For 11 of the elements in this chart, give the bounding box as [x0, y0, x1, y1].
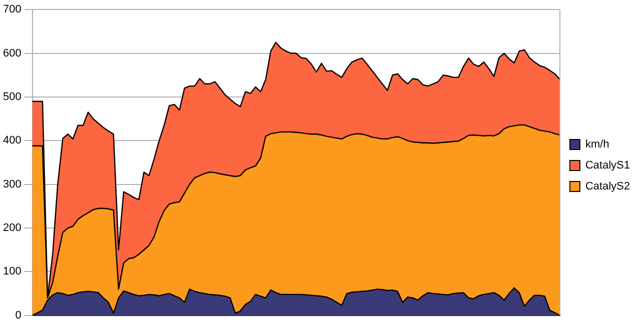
y-tick-label: 600 [2, 47, 22, 60]
legend-label: CatalyS1 [585, 160, 630, 172]
y-tick-label: 400 [2, 134, 22, 147]
y-tick-label: 300 [2, 178, 22, 190]
y-tick-label: 100 [2, 266, 22, 278]
y-tick-label: 500 [2, 91, 22, 104]
y-tick-label: 0 [15, 309, 22, 322]
y-tick-label: 700 [2, 4, 22, 16]
legend-label: CatalyS2 [585, 180, 630, 193]
y-tick-label: 200 [2, 222, 22, 234]
legend-label: km/h [585, 138, 610, 151]
